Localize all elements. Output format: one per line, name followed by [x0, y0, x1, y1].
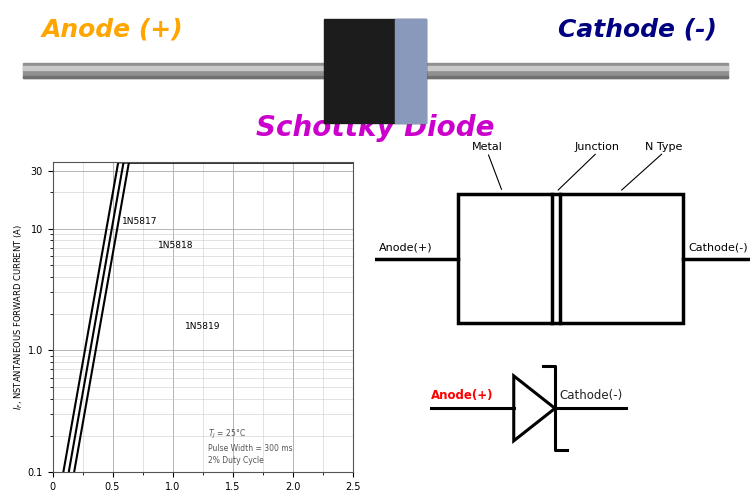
Bar [324, 19, 426, 123]
Bar [22, 76, 728, 78]
Y-axis label: $I_F$, NSTANTANEOUS FORWARD CURRENT (A): $I_F$, NSTANTANEOUS FORWARD CURRENT (A) [12, 224, 25, 410]
Text: 1N5817: 1N5817 [122, 216, 158, 226]
Text: Cathode (-): Cathode (-) [558, 18, 717, 42]
Bar [458, 194, 682, 323]
Text: Metal: Metal [472, 142, 503, 152]
Text: $T_J$ = 25°C
Pulse Width = 300 ms
2% Duty Cycle: $T_J$ = 25°C Pulse Width = 300 ms 2% Dut… [209, 428, 293, 465]
Text: 1N5819: 1N5819 [184, 322, 220, 331]
Text: Junction: Junction [574, 142, 620, 152]
Text: 1N5818: 1N5818 [158, 241, 194, 249]
Bar [22, 65, 728, 70]
Text: N Type: N Type [645, 142, 682, 152]
Text: Schottky Diode: Schottky Diode [256, 114, 494, 142]
Text: Cathode(-): Cathode(-) [560, 389, 622, 402]
Text: Cathode(-): Cathode(-) [688, 243, 748, 253]
Text: Anode (+): Anode (+) [42, 18, 183, 42]
Bar [395, 19, 426, 123]
Bar [22, 63, 728, 78]
Text: Anode(+): Anode(+) [379, 243, 432, 253]
Text: Anode(+): Anode(+) [431, 389, 494, 402]
